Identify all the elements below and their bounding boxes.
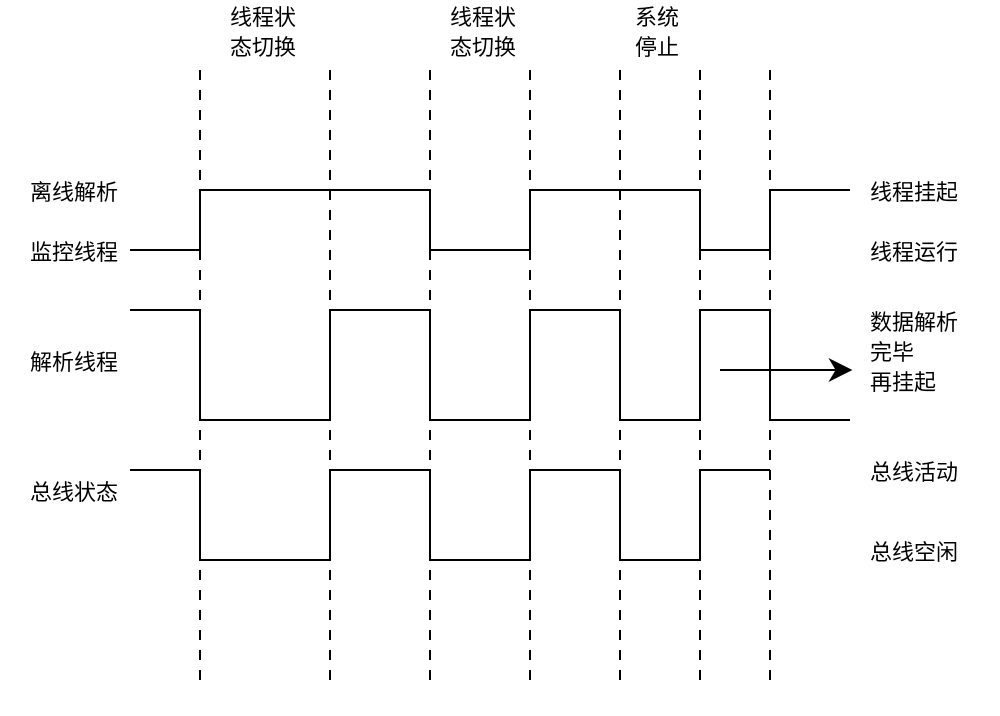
right-label-0: 线程挂起: [870, 180, 958, 205]
left-label-2: 解析线程: [30, 350, 118, 375]
left-label-3: 总线状态: [30, 480, 118, 505]
top-label-0-line-0: 线程状: [230, 5, 296, 30]
right-label-2-line-1: 完毕: [870, 340, 914, 365]
right-label-2-line-2: 再挂起: [870, 370, 936, 395]
top-label-0-line-1: 态切换: [230, 35, 296, 60]
top-label-1-line-0: 线程状: [450, 5, 516, 30]
top-label-1-line-1: 态切换: [450, 35, 516, 60]
right-label-1: 线程运行: [870, 240, 958, 265]
top-label-2-line-1: 停止: [635, 35, 679, 60]
left-label-1: 监控线程: [30, 240, 118, 265]
left-label-0: 离线解析: [30, 180, 118, 205]
right-label-2-line-0: 数据解析: [870, 310, 958, 335]
right-label-3: 总线活动: [870, 460, 958, 485]
timing-diagram: 线程状态切换 线程状态切换 系统停止离线解析监控线程解析线程总线状态 线程挂起线程运行…: [0, 0, 1000, 716]
top-label-2-line-0: 系统: [635, 5, 679, 30]
right-label-4: 总线空闲: [870, 540, 958, 565]
